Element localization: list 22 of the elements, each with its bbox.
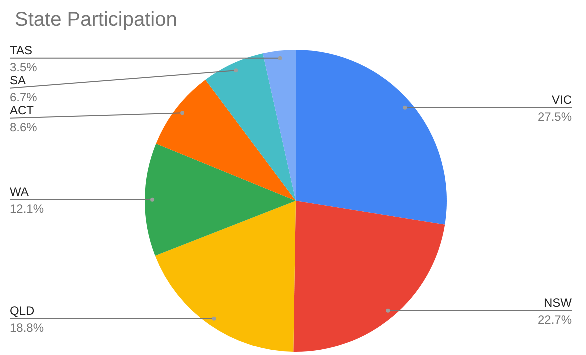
- data-label: 3.5%: [10, 60, 38, 74]
- pie-slice: [296, 50, 447, 225]
- pie-slice: [155, 201, 296, 352]
- data-label: 22.7%: [538, 312, 572, 327]
- data-label: 12.1%: [10, 202, 44, 216]
- data-label: 8.6%: [10, 120, 38, 134]
- data-label: 18.8%: [10, 320, 44, 335]
- pie-slice: [156, 80, 296, 201]
- data-label: 27.5%: [538, 110, 572, 124]
- chart-title: State Participation: [15, 9, 178, 32]
- slice-label: VIC: [552, 92, 572, 107]
- slice-label: NSW: [544, 296, 573, 310]
- pie-slice: [206, 54, 296, 201]
- slice-label: WA: [10, 184, 29, 199]
- slice-label: SA: [10, 73, 26, 88]
- data-label: 6.7%: [10, 90, 38, 104]
- pie-slice: [294, 201, 446, 352]
- slice-label: TAS: [10, 43, 32, 58]
- pie-slice: [145, 144, 296, 256]
- slice-label: ACT: [10, 103, 35, 118]
- pie-slice: [263, 50, 296, 201]
- slice-label: QLD: [10, 304, 36, 318]
